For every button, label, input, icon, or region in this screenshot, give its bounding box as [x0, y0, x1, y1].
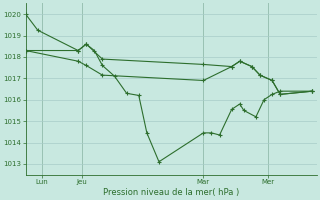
X-axis label: Pression niveau de la mer( hPa ): Pression niveau de la mer( hPa ) [103, 188, 239, 197]
